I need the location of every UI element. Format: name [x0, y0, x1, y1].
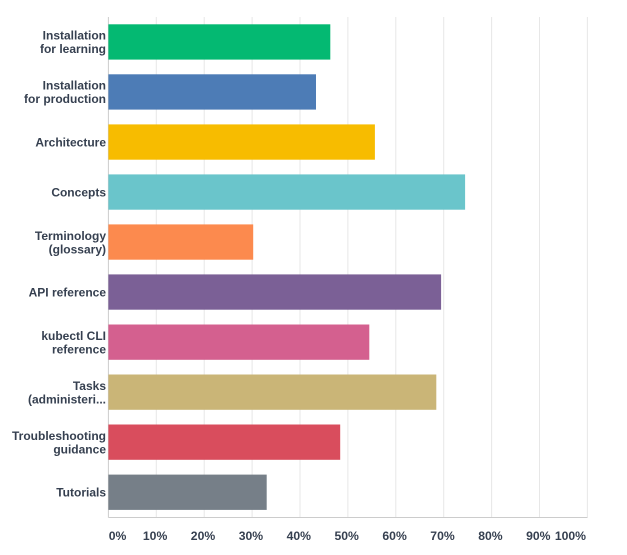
svg-text:Installation: Installation: [43, 79, 106, 93]
svg-text:30%: 30%: [239, 529, 264, 543]
svg-text:(administeri...: (administeri...: [28, 392, 106, 406]
svg-text:(glossary): (glossary): [49, 242, 106, 256]
svg-text:0%: 0%: [109, 529, 127, 543]
svg-text:API reference: API reference: [29, 286, 107, 300]
svg-text:for learning: for learning: [40, 42, 106, 56]
svg-text:for production: for production: [24, 92, 106, 106]
svg-text:Tutorials: Tutorials: [56, 486, 106, 500]
svg-text:reference: reference: [52, 342, 106, 356]
svg-text:100%: 100%: [555, 529, 586, 543]
svg-text:20%: 20%: [191, 529, 216, 543]
svg-text:60%: 60%: [382, 529, 407, 543]
svg-text:10%: 10%: [143, 529, 168, 543]
svg-text:Terminology: Terminology: [35, 229, 106, 243]
svg-text:50%: 50%: [334, 529, 359, 543]
svg-text:Concepts: Concepts: [51, 186, 106, 200]
svg-text:80%: 80%: [478, 529, 503, 543]
svg-text:70%: 70%: [430, 529, 455, 543]
svg-text:40%: 40%: [287, 529, 312, 543]
svg-text:guidance: guidance: [53, 442, 106, 456]
svg-text:90%: 90%: [526, 529, 551, 543]
svg-text:Installation: Installation: [43, 29, 106, 43]
svg-text:Architecture: Architecture: [35, 136, 106, 150]
svg-text:kubectl CLI: kubectl CLI: [41, 329, 106, 343]
svg-text:Tasks: Tasks: [73, 379, 106, 393]
svg-text:Troubleshooting: Troubleshooting: [12, 429, 106, 443]
